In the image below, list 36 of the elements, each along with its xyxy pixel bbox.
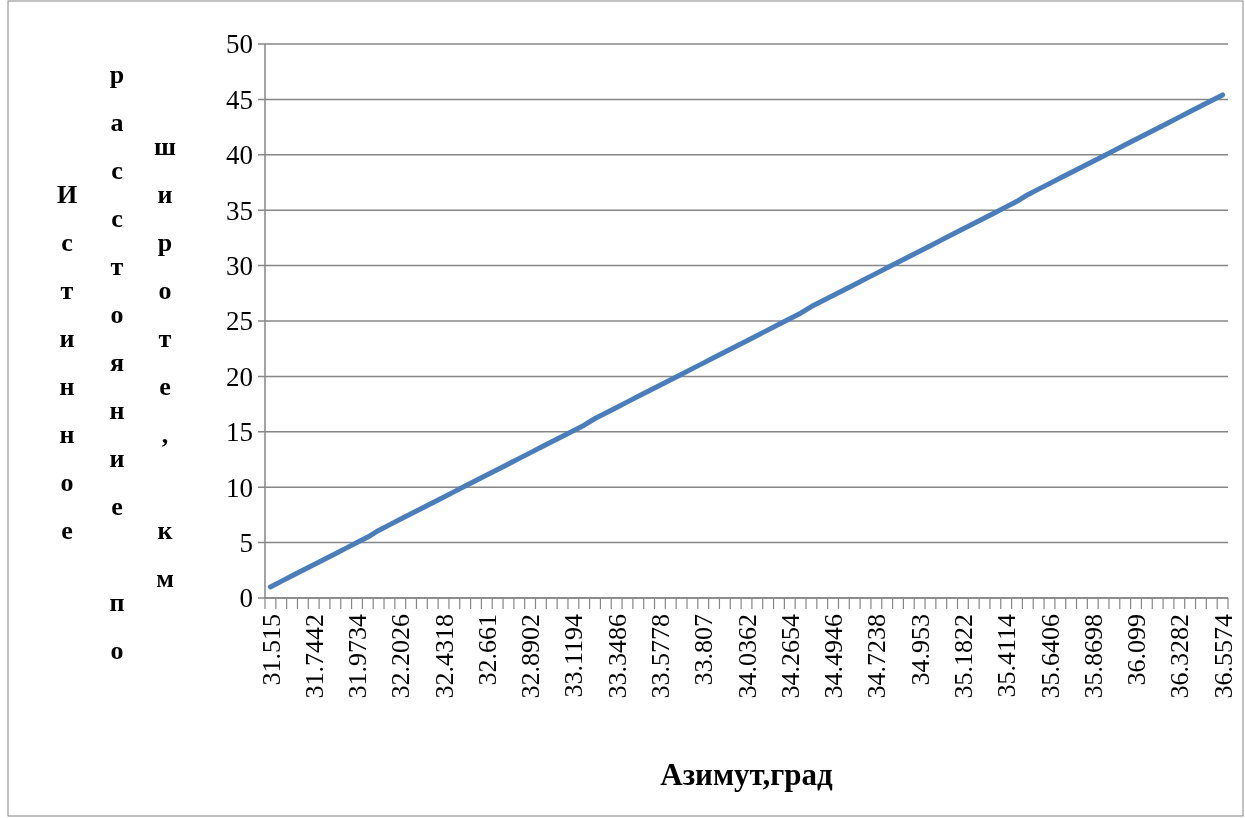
x-tick-label: 33.3486: [602, 614, 632, 699]
x-tick-label: 36.099: [1122, 614, 1152, 686]
y-tick-label: 40: [226, 140, 253, 171]
y-tick-label: 5: [239, 528, 253, 559]
x-tick-label: 34.953: [905, 614, 935, 686]
x-tick-label: 35.1822: [949, 614, 978, 699]
y-tick-label: 0: [239, 583, 253, 614]
x-tick-label: 31.7442: [299, 614, 329, 699]
x-tick-label: 36.3282: [1165, 614, 1195, 699]
x-tick-label: 34.2654: [775, 614, 805, 699]
x-tick-label: 31.515: [256, 614, 286, 686]
y-tick-label: 50: [226, 29, 253, 60]
x-tick-label: 31.9734: [343, 614, 373, 699]
x-tick-label: 32.8902: [516, 614, 546, 699]
x-tick-label: 34.7238: [862, 614, 892, 699]
y-tick-label: 15: [226, 417, 253, 448]
y-tick-label: 35: [226, 195, 253, 226]
x-tick-label: 35.4114: [992, 614, 1022, 698]
x-tick-label: 32.2026: [386, 614, 416, 699]
y-tick-label: 30: [226, 251, 253, 282]
x-tick-label: 32.661: [472, 614, 502, 686]
x-tick-label: 36.5574: [1208, 614, 1238, 699]
x-tick-label: 34.4946: [819, 614, 849, 699]
x-tick-label: 35.8698: [1078, 614, 1108, 699]
x-tick-label: 34.0362: [732, 614, 762, 699]
x-tick-label: 35.6406: [1035, 614, 1065, 699]
y-tick-label: 45: [226, 84, 253, 115]
y-tick-label: 10: [226, 472, 253, 503]
x-axis-title: Азимут,град: [660, 757, 834, 792]
y-axis-title: Истинное расстояние по широте, км: [52, 60, 180, 684]
x-tick-label: 33.5778: [646, 614, 676, 699]
y-tick-label: 25: [226, 306, 253, 337]
y-tick-label: 20: [226, 361, 253, 392]
x-tick-label: 32.4318: [429, 614, 459, 699]
x-tick-label: 33.807: [689, 614, 719, 686]
x-tick-label: 33.1194: [559, 614, 589, 698]
